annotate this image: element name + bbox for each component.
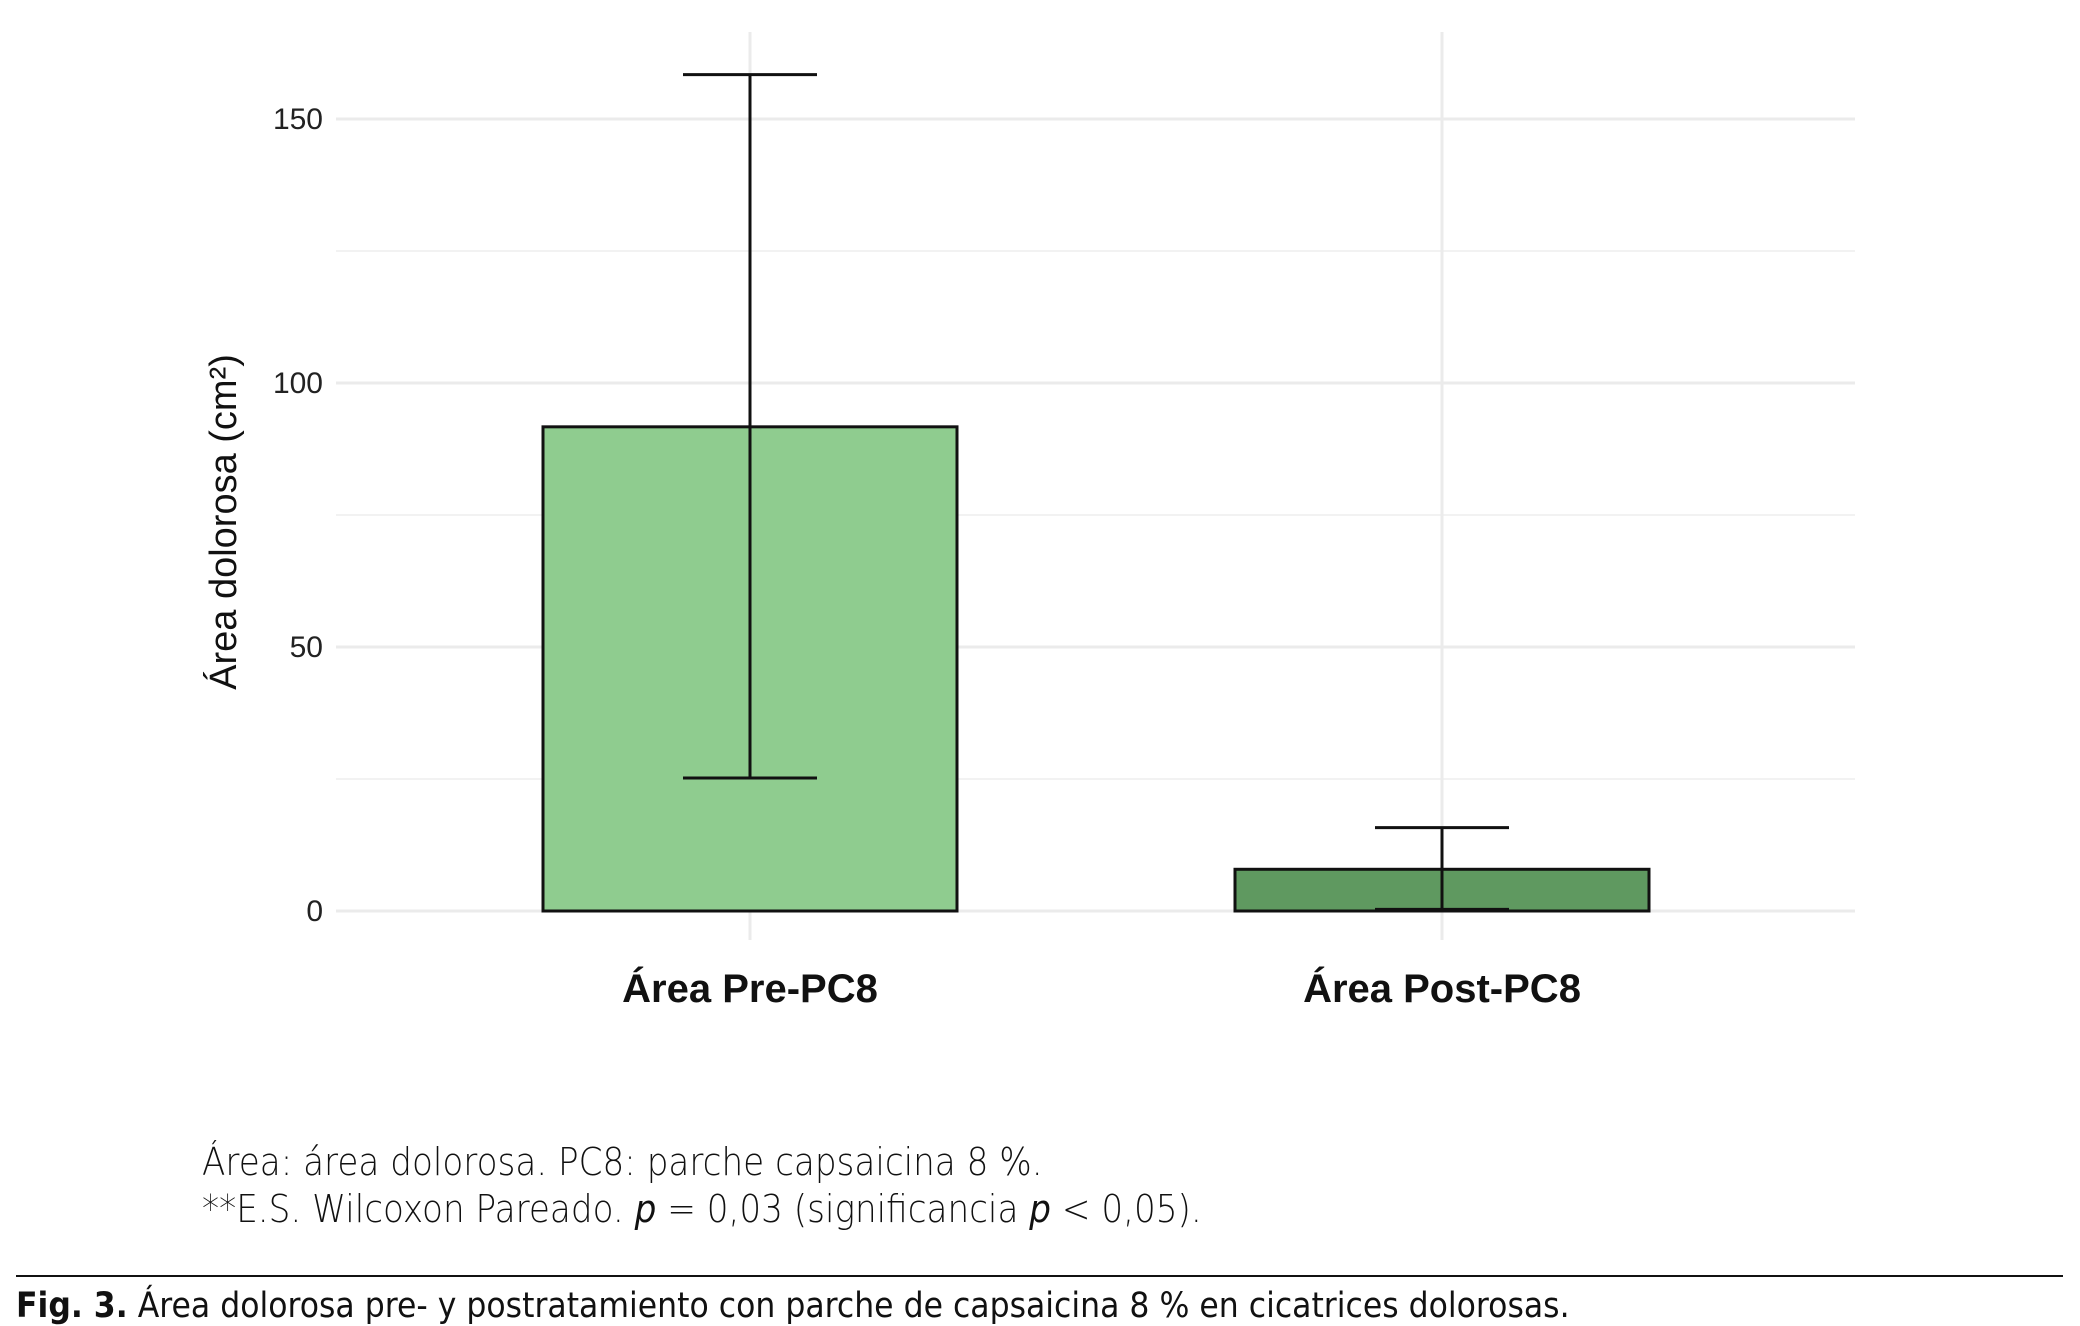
y-tick-labels: 0 50 100 150	[273, 103, 323, 928]
bar-chart: 0 50 100 150 Área Pre-PC8 Área Post-PC8 Área…	[202, 32, 1855, 1011]
note-statistics: **E.S. Wilcoxon Pareado. p = 0,03 (signi…	[202, 1187, 1202, 1231]
y-tick-label: 150	[273, 103, 323, 136]
x-tick-labels: Área Pre-PC8 Área Post-PC8	[622, 966, 1581, 1011]
figure-caption: Fig. 3. Área dolorosa pre- y postratamie…	[16, 1286, 1570, 1326]
y-tick-label: 50	[290, 631, 323, 664]
note-stat-text: = 0,03 (significancia	[656, 1187, 1030, 1231]
note-stat-text: < 0,05).	[1050, 1187, 1202, 1231]
figure-caption-text: Área dolorosa pre- y postratamiento con …	[127, 1286, 1570, 1326]
caption-divider	[16, 1275, 2063, 1277]
x-tick-label: Área Pre-PC8	[622, 966, 878, 1011]
y-tick-label: 100	[273, 367, 323, 400]
note-p-symbol: p	[1029, 1187, 1051, 1231]
figure-label: Fig. 3.	[16, 1286, 128, 1326]
note-stat-text: **E.S. Wilcoxon Pareado.	[202, 1187, 635, 1231]
note-p-symbol: p	[634, 1187, 657, 1231]
error-bars	[683, 73, 1509, 911]
x-tick-label: Área Post-PC8	[1303, 966, 1581, 1011]
note-abbreviations: Área: área dolorosa. PC8: parche capsaic…	[202, 1140, 1043, 1184]
y-axis-label: Área dolorosa (cm²)	[202, 354, 245, 690]
bars	[541, 425, 1651, 913]
y-tick-label: 0	[306, 895, 323, 928]
